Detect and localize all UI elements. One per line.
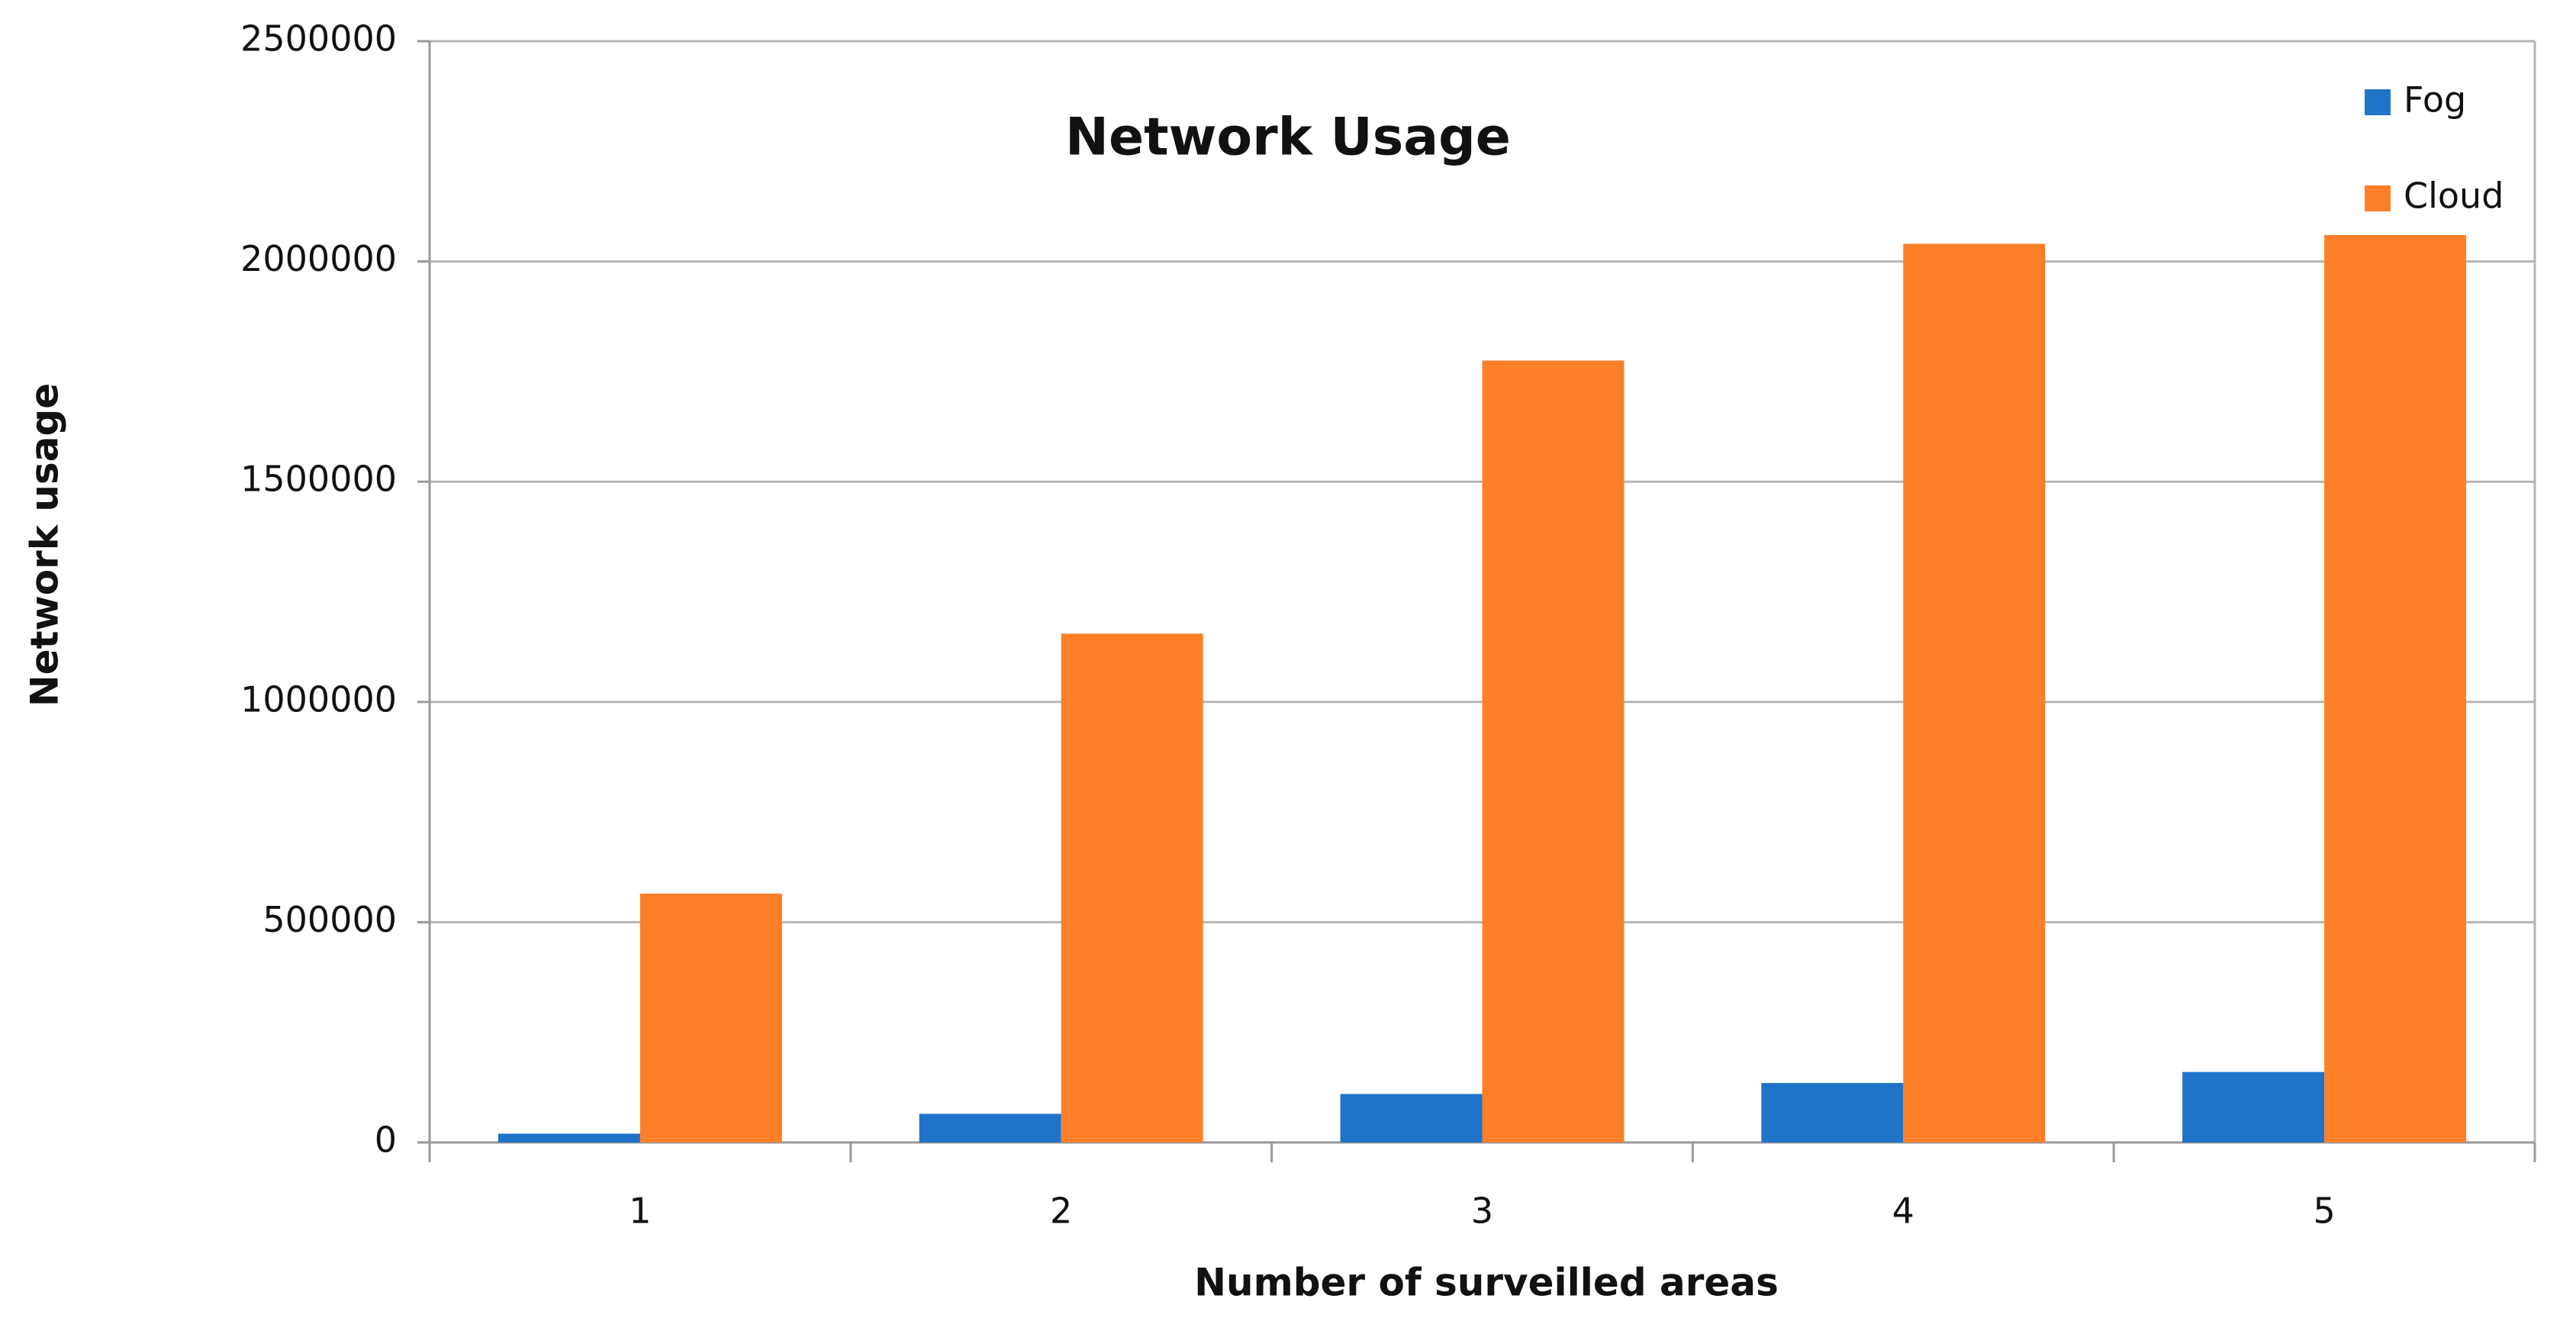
y-tick-label: 2500000 bbox=[240, 18, 397, 60]
legend-label: Cloud bbox=[2404, 176, 2504, 217]
x-tick-label: 2 bbox=[1050, 1191, 1072, 1232]
bar bbox=[639, 893, 782, 1142]
bar bbox=[1761, 1083, 1904, 1142]
y-tick-label: 1500000 bbox=[240, 459, 397, 500]
bar bbox=[1903, 243, 2046, 1143]
y-axis-label: Network usage bbox=[23, 383, 67, 707]
y-tick-label: 500000 bbox=[262, 899, 397, 940]
bar bbox=[919, 1113, 1061, 1142]
x-tick-label: 4 bbox=[1892, 1191, 1914, 1232]
legend-swatch bbox=[2365, 89, 2391, 115]
bar bbox=[1061, 633, 1203, 1142]
x-tick-label: 5 bbox=[2313, 1191, 2335, 1232]
legend-label: Fog bbox=[2404, 79, 2466, 121]
x-tick-label: 1 bbox=[629, 1191, 651, 1232]
x-axis-label: Number of surveilled areas bbox=[1194, 1261, 1779, 1305]
bar bbox=[1482, 360, 1624, 1143]
bar bbox=[497, 1133, 640, 1142]
bar bbox=[2324, 234, 2467, 1142]
bar bbox=[2182, 1071, 2325, 1142]
bar bbox=[1340, 1094, 1483, 1142]
chart-title: Network Usage bbox=[1065, 108, 1511, 168]
legend-swatch bbox=[2365, 185, 2391, 211]
y-tick-label: 0 bbox=[375, 1120, 397, 1161]
x-tick-label: 3 bbox=[1471, 1191, 1493, 1232]
y-tick-label: 2000000 bbox=[240, 238, 397, 279]
y-tick-label: 1000000 bbox=[240, 678, 397, 720]
